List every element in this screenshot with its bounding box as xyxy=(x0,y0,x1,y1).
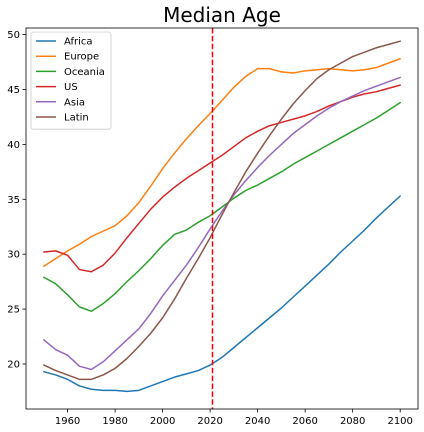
y-tick-label: 30 xyxy=(7,250,20,261)
axes-frame xyxy=(25,27,419,410)
series-line-africa xyxy=(43,195,401,393)
x-tick-label: 2000 xyxy=(150,416,175,427)
axes: 1960 1980 2000 2020 2040 2060 2080 2100 20 25 30 35… xyxy=(7,27,419,427)
y-tick-label: 45 xyxy=(7,85,20,96)
y-tick-label: 35 xyxy=(7,195,20,206)
chart-title: Median Age xyxy=(163,3,281,27)
x-tick-label: 1980 xyxy=(102,416,127,427)
legend-label-africa: Africa xyxy=(64,37,93,48)
x-tick-label: 2080 xyxy=(340,416,365,427)
series-line-latin xyxy=(43,40,401,381)
x-tick-label: 2100 xyxy=(387,416,412,427)
x-tick-label: 2040 xyxy=(245,416,270,427)
x-tick-label: 2020 xyxy=(197,416,222,427)
y-tick-label: 25 xyxy=(7,305,20,316)
y-tick-label: 50 xyxy=(7,30,20,41)
y-tick-label: 40 xyxy=(7,140,20,151)
legend-label-europe: Europe xyxy=(64,52,99,63)
legend-label-latin: Latin xyxy=(64,113,89,124)
series-line-europe xyxy=(43,57,401,268)
y-tick-label: 20 xyxy=(7,359,20,370)
legend-label-asia: Asia xyxy=(64,97,85,108)
series-line-asia xyxy=(43,76,401,371)
x-tick-label: 1960 xyxy=(55,416,80,427)
legend-label-us: US xyxy=(64,82,78,93)
x-tick-label: 2060 xyxy=(292,416,317,427)
legend: Africa Europe Oceania US Asia Latin xyxy=(30,31,112,130)
plot-area xyxy=(43,28,401,409)
legend-label-oceania: Oceania xyxy=(64,67,105,78)
series-line-oceania xyxy=(43,101,401,313)
